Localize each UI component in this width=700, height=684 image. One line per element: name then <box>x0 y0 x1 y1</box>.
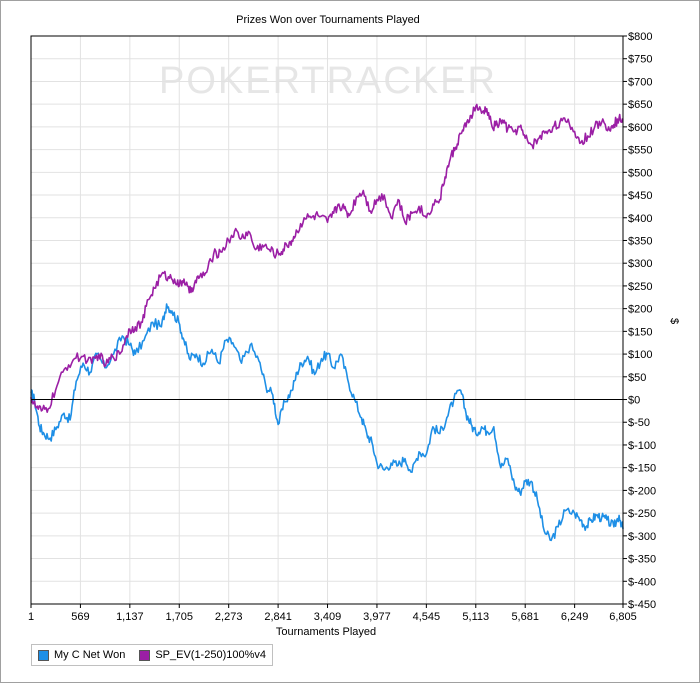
y-tick-label: $-300 <box>628 531 656 543</box>
chart-title: Prizes Won over Tournaments Played <box>236 14 420 26</box>
y-tick-label: $550 <box>628 145 652 157</box>
x-tick-label: 1 <box>28 611 34 623</box>
y-tick-label: $-350 <box>628 554 656 566</box>
legend: My C Net Won SP_EV(1-250)100%v4 <box>31 644 273 666</box>
series-line-sp-ev <box>30 103 624 413</box>
series-layer <box>30 103 624 542</box>
axes-layer: $800 $750 $700 $650 $600 $550 $500 $450 $400 $350… <box>28 31 656 623</box>
grid-layer <box>30 35 624 605</box>
y-tick-label: $250 <box>628 281 652 293</box>
y-tick-label: $600 <box>628 122 652 134</box>
legend-item-sp-ev: SP_EV(1-250)100%v4 <box>139 649 266 661</box>
y-tick-label: $-200 <box>628 485 656 497</box>
x-tick-label: 3,409 <box>314 611 342 623</box>
x-axis-title: Tournaments Played <box>276 626 376 638</box>
y-tick-label: $350 <box>628 235 652 247</box>
y-tick-label: $0 <box>628 395 640 407</box>
y-tick-label: $700 <box>628 76 652 88</box>
legend-item-my-c-net-won: My C Net Won <box>38 649 125 661</box>
y-tick-label: $-50 <box>628 417 650 429</box>
x-tick-label: 2,841 <box>264 611 292 623</box>
x-tick-label: 2,273 <box>215 611 243 623</box>
y-tick-label: $-400 <box>628 576 656 588</box>
y-tick-label: $750 <box>628 54 652 66</box>
y-tick-label: $800 <box>628 31 652 43</box>
y-tick-label: $-450 <box>628 599 656 611</box>
x-tick-label: 5,113 <box>462 611 489 623</box>
x-tick-label: 3,977 <box>363 611 391 623</box>
legend-swatch-purple <box>139 649 151 661</box>
x-tick-label: 1,705 <box>165 611 193 623</box>
y-axis-title: $ <box>668 318 680 324</box>
y-tick-label: $50 <box>628 372 646 384</box>
y-tick-label: $-100 <box>628 440 656 452</box>
x-tick-label: 6,805 <box>609 611 637 623</box>
legend-swatch-blue <box>38 649 49 661</box>
x-tick-label: 6,249 <box>561 611 589 623</box>
x-tick-label: 569 <box>71 611 89 623</box>
y-tick-label: $200 <box>628 304 652 316</box>
y-tick-label: $650 <box>628 99 652 111</box>
series-line-my-c-net-won <box>30 303 624 542</box>
legend-label: My C Net Won <box>54 649 126 661</box>
y-tick-label: $400 <box>628 213 652 225</box>
y-tick-label: $-150 <box>628 463 656 475</box>
y-tick-label: $500 <box>628 167 652 179</box>
y-tick-label: $450 <box>628 190 652 202</box>
y-tick-label: $-250 <box>628 508 656 520</box>
y-tick-label: $100 <box>628 349 652 361</box>
x-tick-label: 1,137 <box>116 611 144 623</box>
y-tick-label: $300 <box>628 258 652 270</box>
x-tick-label: 5,681 <box>511 611 539 623</box>
legend-label: SP_EV(1-250)100%v4 <box>155 649 266 661</box>
y-tick-label: $150 <box>628 326 652 338</box>
x-tick-label: 4,545 <box>413 611 441 623</box>
plot-border <box>30 35 624 605</box>
